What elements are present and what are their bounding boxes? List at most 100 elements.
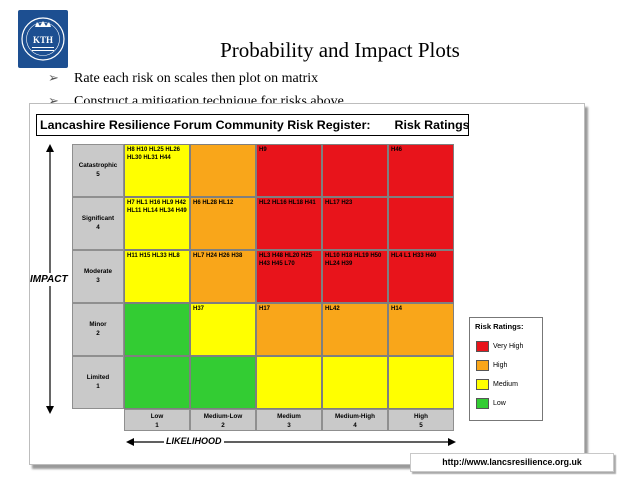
likelihood-level-value: 1 [155,422,159,429]
legend-title: Risk Ratings: [475,322,524,331]
impact-level-name: Significant [81,215,115,222]
risk-ids: H8 H10 HL25 HL26 HL30 HL31 H44 [127,147,181,161]
impact-level-label: Catastrophic 5 [72,144,124,197]
impact-level-value: 4 [96,223,100,231]
likelihood-level-name: High [414,413,428,420]
risk-cell [124,303,190,356]
risk-cell: H17 [256,303,322,356]
likelihood-level-name: Low [150,413,164,420]
likelihood-level-name: Medium [277,413,301,420]
impact-level-value: 3 [96,276,100,284]
risk-cell [256,356,322,409]
risk-ids: H7 HL1 H16 HL9 H42 HL11 HL14 HL34 H49 [127,200,187,214]
impact-level-value: 5 [96,170,100,178]
risk-cell: H14 [388,303,454,356]
risk-cell [190,144,256,197]
legend-item: Low [476,397,506,409]
impact-level-label: Minor 2 [72,303,124,356]
likelihood-level-label: Low 1 [124,409,190,431]
legend-label: High [493,361,508,369]
risk-cell: HL3 H48 HL20 H25 H43 H45 L70 [256,250,322,303]
impact-level-value: 1 [96,382,100,390]
risk-cell: H7 HL1 H16 HL9 H42 HL11 HL14 HL34 H49 [124,197,190,250]
bullet-item: ➢ Rate each risk on scales then plot on m… [48,66,344,89]
risk-ids: H46 [391,147,403,153]
impact-level-name: Moderate [84,268,112,275]
likelihood-axis-label: LIKELIHOOD [164,436,224,446]
risk-cell [322,144,388,197]
risk-ratings-legend: Risk Ratings: Very High High Medium Low [469,317,543,421]
legend-item: Medium [476,378,518,390]
legend-label: Low [493,399,506,407]
risk-cell: H8 H10 HL25 HL26 HL30 HL31 H44 [124,144,190,197]
likelihood-level-value: 4 [353,422,357,429]
risk-ids: H6 HL28 HL12 [193,200,234,206]
risk-cell: HL7 H24 H26 H38 [190,250,256,303]
risk-ids: HL42 [325,306,340,312]
risk-cell: H9 [256,144,322,197]
legend-swatch [476,359,489,371]
impact-level-name: Catastrophic [78,162,118,169]
risk-ids: HL7 H24 H26 H38 [193,253,243,259]
likelihood-level-label: Medium 3 [256,409,322,431]
legend-label: Medium [493,380,518,388]
likelihood-level-name: Medium-High [335,413,375,420]
risk-register-title-right: Risk Ratings [394,118,470,132]
slide-title: Probability and Impact Plots [220,38,460,62]
likelihood-level-label: Medium-High 4 [322,409,388,431]
logo-text: KTH [33,35,53,45]
risk-ids: HL4 L1 H33 H40 [391,253,437,259]
risk-ids: HL17 H23 [325,200,353,206]
risk-ids: H37 [193,306,205,312]
impact-level-label: Moderate 3 [72,250,124,303]
impact-level-value: 2 [96,329,100,337]
risk-cell: H6 HL28 HL12 [190,197,256,250]
legend-swatch [476,340,489,352]
bullet-text: Rate each risk on scales then plot on ma… [74,71,319,86]
arrow-bullet-icon: ➢ [48,93,59,108]
legend-label: Very High [493,342,524,350]
impact-axis-label: IMPACT [30,273,68,286]
legend-item: Very High [476,340,523,352]
likelihood-level-name: Medium-Low [203,413,243,420]
legend-swatch [476,397,489,409]
risk-cell [190,356,256,409]
likelihood-level-label: Medium-Low 2 [190,409,256,431]
likelihood-level-value: 5 [419,422,423,429]
risk-cell [124,356,190,409]
risk-cell: H37 [190,303,256,356]
legend-item: High [476,359,507,371]
impact-level-label: Significant 4 [72,197,124,250]
risk-register-title: Lancashire Resilience Forum Community Ri… [36,114,470,136]
risk-cell [322,356,388,409]
risk-matrix-figure: Lancashire Resilience Forum Community Ri… [29,103,585,465]
risk-cell: HL4 L1 H33 H40 [388,250,454,303]
likelihood-level-value: 2 [221,422,225,429]
impact-level-label: Limited 1 [72,356,124,409]
risk-cell: H11 H15 HL33 HL8 [124,250,190,303]
risk-cell [388,197,454,250]
risk-cell: HL10 H18 HL19 H50 HL24 H39 [322,250,388,303]
likelihood-level-value: 3 [287,422,291,429]
impact-level-name: Limited [86,374,110,381]
risk-cell: HL17 H23 [322,197,388,250]
likelihood-level-label: High 5 [388,409,454,431]
risk-ids: HL2 HL16 HL18 H41 [259,200,316,206]
risk-cell [388,356,454,409]
kth-logo: KTH [18,10,68,68]
kth-crest-icon: KTH [21,17,65,61]
risk-register-title-left: Lancashire Resilience Forum Community Ri… [40,118,371,132]
risk-ids: H9 [259,147,267,153]
source-url: http://www.lancsresilience.org.uk [410,453,614,472]
risk-ids: HL3 H48 HL20 H25 H43 H45 L70 [259,253,313,267]
risk-ids: H11 H15 HL33 HL8 [127,253,180,259]
arrow-bullet-icon: ➢ [48,70,59,85]
risk-cell: H46 [388,144,454,197]
risk-cell: HL2 HL16 HL18 H41 [256,197,322,250]
risk-ids: H17 [259,306,271,312]
risk-ids: H14 [391,306,403,312]
risk-cell: HL42 [322,303,388,356]
impact-level-name: Minor [89,321,107,328]
legend-swatch [476,378,489,390]
risk-ids: HL10 H18 HL19 H50 HL24 H39 [325,253,382,267]
